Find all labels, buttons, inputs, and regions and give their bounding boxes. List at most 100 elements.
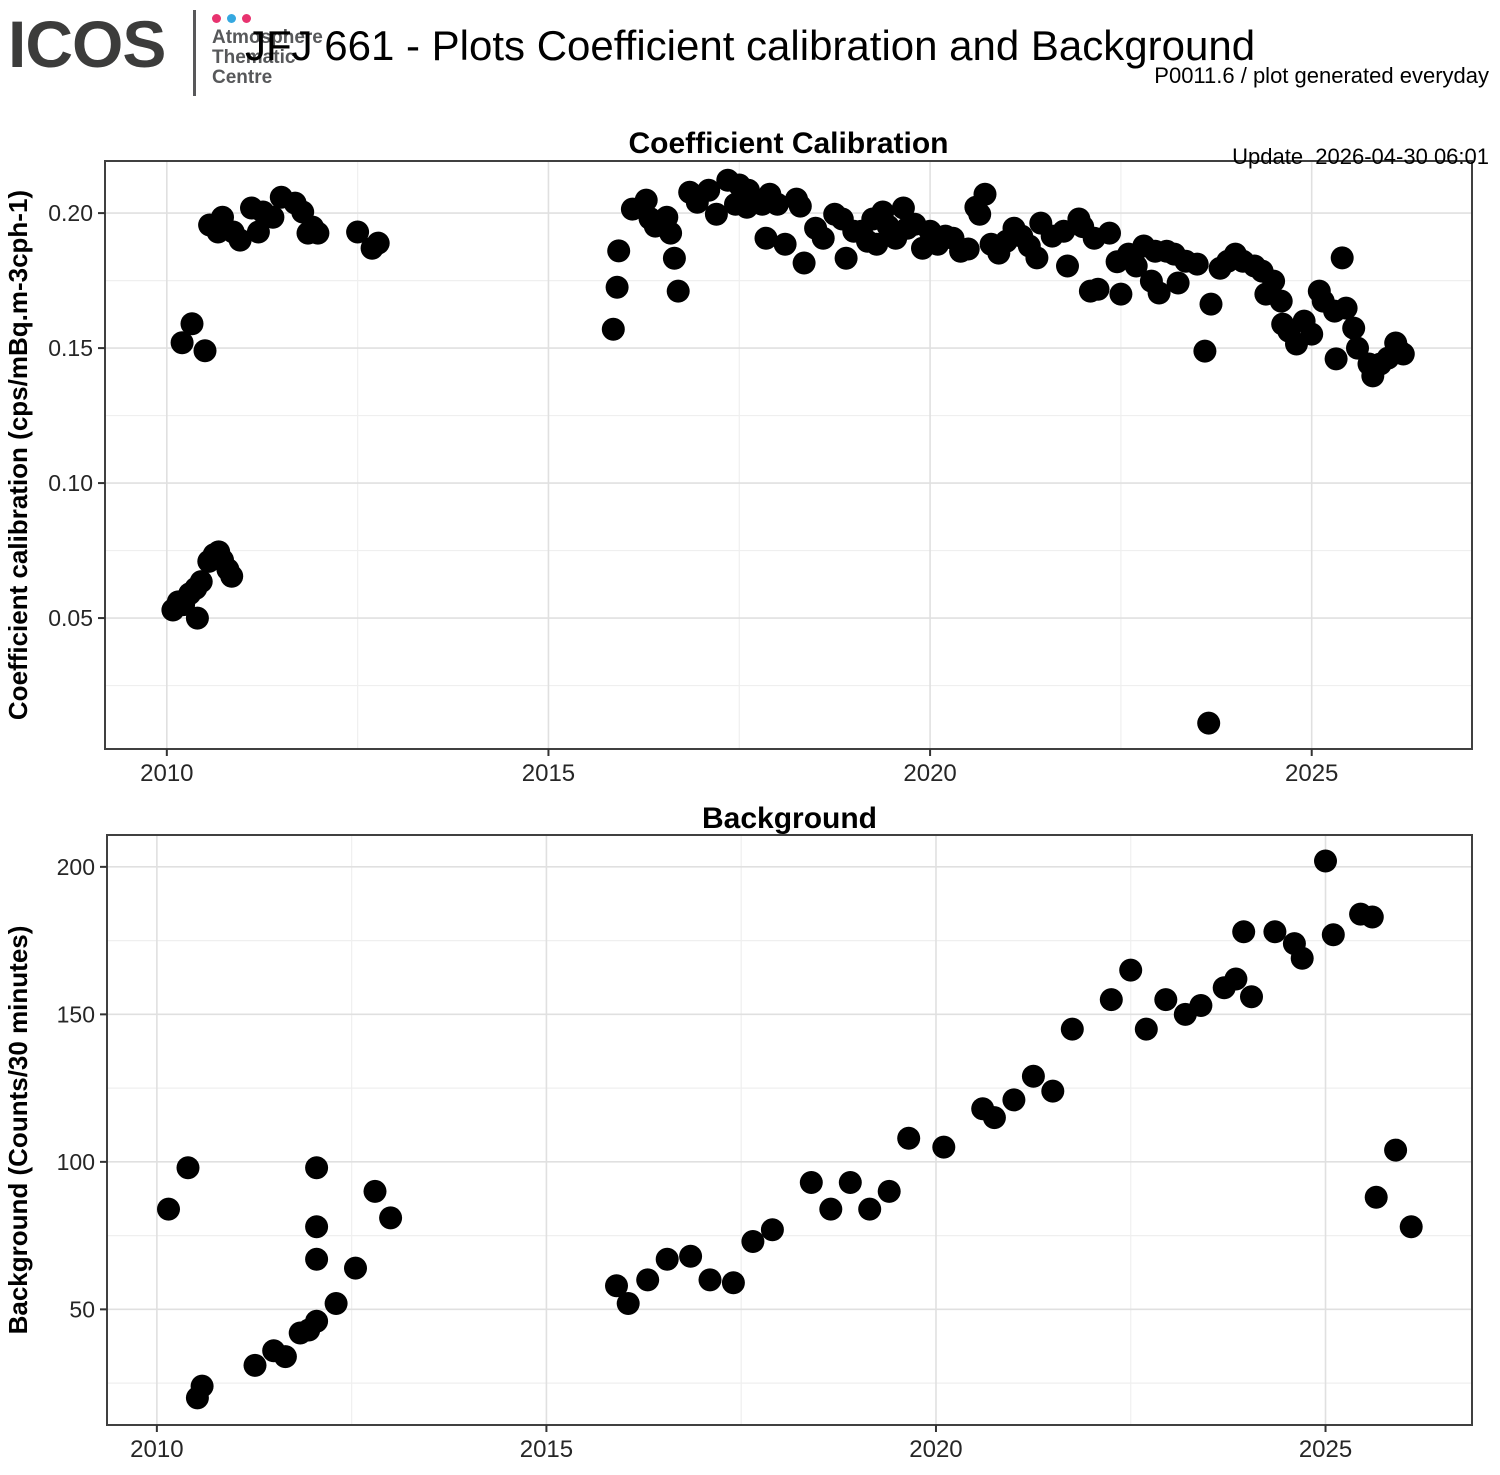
data-point bbox=[243, 1353, 267, 1377]
data-point bbox=[968, 202, 992, 226]
data-point bbox=[1060, 1017, 1084, 1041]
x-tick-label: 2020 bbox=[903, 760, 956, 787]
data-point bbox=[366, 231, 390, 255]
data-point bbox=[1109, 282, 1133, 306]
data-point bbox=[765, 192, 789, 216]
plot-update-info: Update 2026-04-30 06:01 bbox=[1232, 144, 1489, 169]
chart-0: 2010 2015 2020 2025 0.05 0.10 0.15 0.20 Coeffici… bbox=[3, 127, 1473, 787]
data-point bbox=[1324, 347, 1348, 371]
data-point bbox=[305, 1309, 329, 1333]
data-point bbox=[679, 1244, 703, 1268]
data-point bbox=[1342, 316, 1366, 340]
icos-logo: ICOS bbox=[8, 7, 166, 81]
data-point bbox=[363, 1179, 387, 1203]
data-point bbox=[773, 232, 797, 256]
data-point bbox=[811, 226, 835, 250]
data-point bbox=[1364, 1185, 1388, 1209]
data-point bbox=[659, 221, 683, 245]
data-point bbox=[736, 178, 760, 202]
data-point bbox=[1041, 1079, 1065, 1103]
data-point bbox=[1384, 1138, 1408, 1162]
data-point bbox=[1166, 271, 1190, 295]
data-point bbox=[662, 246, 686, 270]
data-point bbox=[697, 178, 721, 202]
data-point bbox=[1330, 246, 1354, 270]
data-point bbox=[1269, 289, 1293, 313]
data-point bbox=[1240, 985, 1263, 1009]
data-point bbox=[834, 246, 858, 270]
data-point bbox=[305, 1215, 329, 1239]
data-point bbox=[1119, 958, 1143, 982]
page-title: JFJ 661 - Plots Coefficient calibration … bbox=[244, 22, 1256, 69]
x-tick-label: 2010 bbox=[140, 760, 193, 787]
data-point bbox=[607, 239, 631, 263]
data-point bbox=[741, 1230, 765, 1253]
data-point bbox=[891, 196, 915, 220]
plot-info: P0011.6 / plot generated everyday Update… bbox=[1154, 8, 1489, 224]
data-point bbox=[1185, 252, 1209, 276]
data-point bbox=[305, 1156, 329, 1180]
data-point bbox=[261, 205, 285, 229]
data-point bbox=[180, 312, 204, 336]
data-point bbox=[189, 570, 213, 594]
data-point bbox=[306, 221, 330, 245]
data-point bbox=[634, 188, 658, 212]
data-point bbox=[1334, 296, 1358, 320]
data-point bbox=[636, 1268, 660, 1292]
data-point bbox=[616, 1292, 640, 1315]
data-point bbox=[601, 317, 625, 341]
data-point bbox=[792, 251, 816, 275]
data-point bbox=[1086, 277, 1110, 301]
brand-block: Atmosphere Thematic Centre bbox=[212, 12, 323, 88]
data-point bbox=[760, 1218, 784, 1242]
data-point bbox=[324, 1292, 348, 1315]
data-point bbox=[185, 606, 209, 630]
brand-name: Atmosphere Thematic Centre bbox=[212, 28, 323, 88]
data-point bbox=[176, 1156, 200, 1180]
data-point bbox=[1025, 246, 1049, 270]
data-point bbox=[704, 202, 728, 226]
data-point bbox=[655, 1247, 679, 1271]
data-point bbox=[157, 1197, 180, 1221]
data-point bbox=[858, 1197, 882, 1221]
x-tick-label: 2020 bbox=[909, 1436, 962, 1463]
data-point bbox=[1391, 342, 1415, 366]
panel-border bbox=[106, 834, 1473, 1426]
brand-dot-icon bbox=[227, 13, 236, 23]
data-point bbox=[170, 331, 194, 355]
y-tick-label: 50 bbox=[69, 1296, 95, 1322]
data-point bbox=[788, 194, 812, 218]
data-point bbox=[379, 1206, 403, 1230]
data-point bbox=[819, 1197, 843, 1221]
y-tick-label: 0.10 bbox=[48, 470, 93, 496]
brand-dot-icon bbox=[242, 13, 251, 23]
y-tick-label: 0.20 bbox=[48, 200, 93, 226]
x-tick-label: 2010 bbox=[130, 1436, 183, 1463]
data-point bbox=[1224, 967, 1248, 991]
page-header: ICOS Atmosphere Thematic Centre JFJ 661 … bbox=[0, 0, 1500, 169]
data-point bbox=[1360, 905, 1384, 929]
data-point bbox=[605, 275, 629, 299]
data-point bbox=[698, 1268, 722, 1292]
brand-line: Atmosphere bbox=[212, 27, 323, 48]
data-point bbox=[666, 279, 690, 303]
data-point bbox=[1300, 322, 1324, 346]
brand-line: Thematic bbox=[212, 47, 296, 68]
y-tick-label: 100 bbox=[57, 1149, 95, 1175]
data-point bbox=[1262, 269, 1286, 293]
data-point bbox=[1099, 988, 1123, 1012]
data-point bbox=[1098, 221, 1121, 245]
data-point bbox=[344, 1256, 367, 1280]
data-point bbox=[721, 1271, 745, 1295]
data-point bbox=[193, 339, 217, 363]
chart-title: Coefficient Calibration bbox=[628, 127, 948, 160]
y-tick-label: 150 bbox=[57, 1001, 95, 1027]
data-point bbox=[1147, 281, 1171, 305]
data-point bbox=[1124, 254, 1148, 278]
data-point bbox=[1193, 339, 1217, 363]
data-point bbox=[1314, 849, 1337, 873]
y-axis-title: Background (Counts/30 minutes) bbox=[3, 926, 33, 1335]
data-point bbox=[1399, 1215, 1423, 1239]
x-tick-label: 2015 bbox=[522, 760, 575, 787]
